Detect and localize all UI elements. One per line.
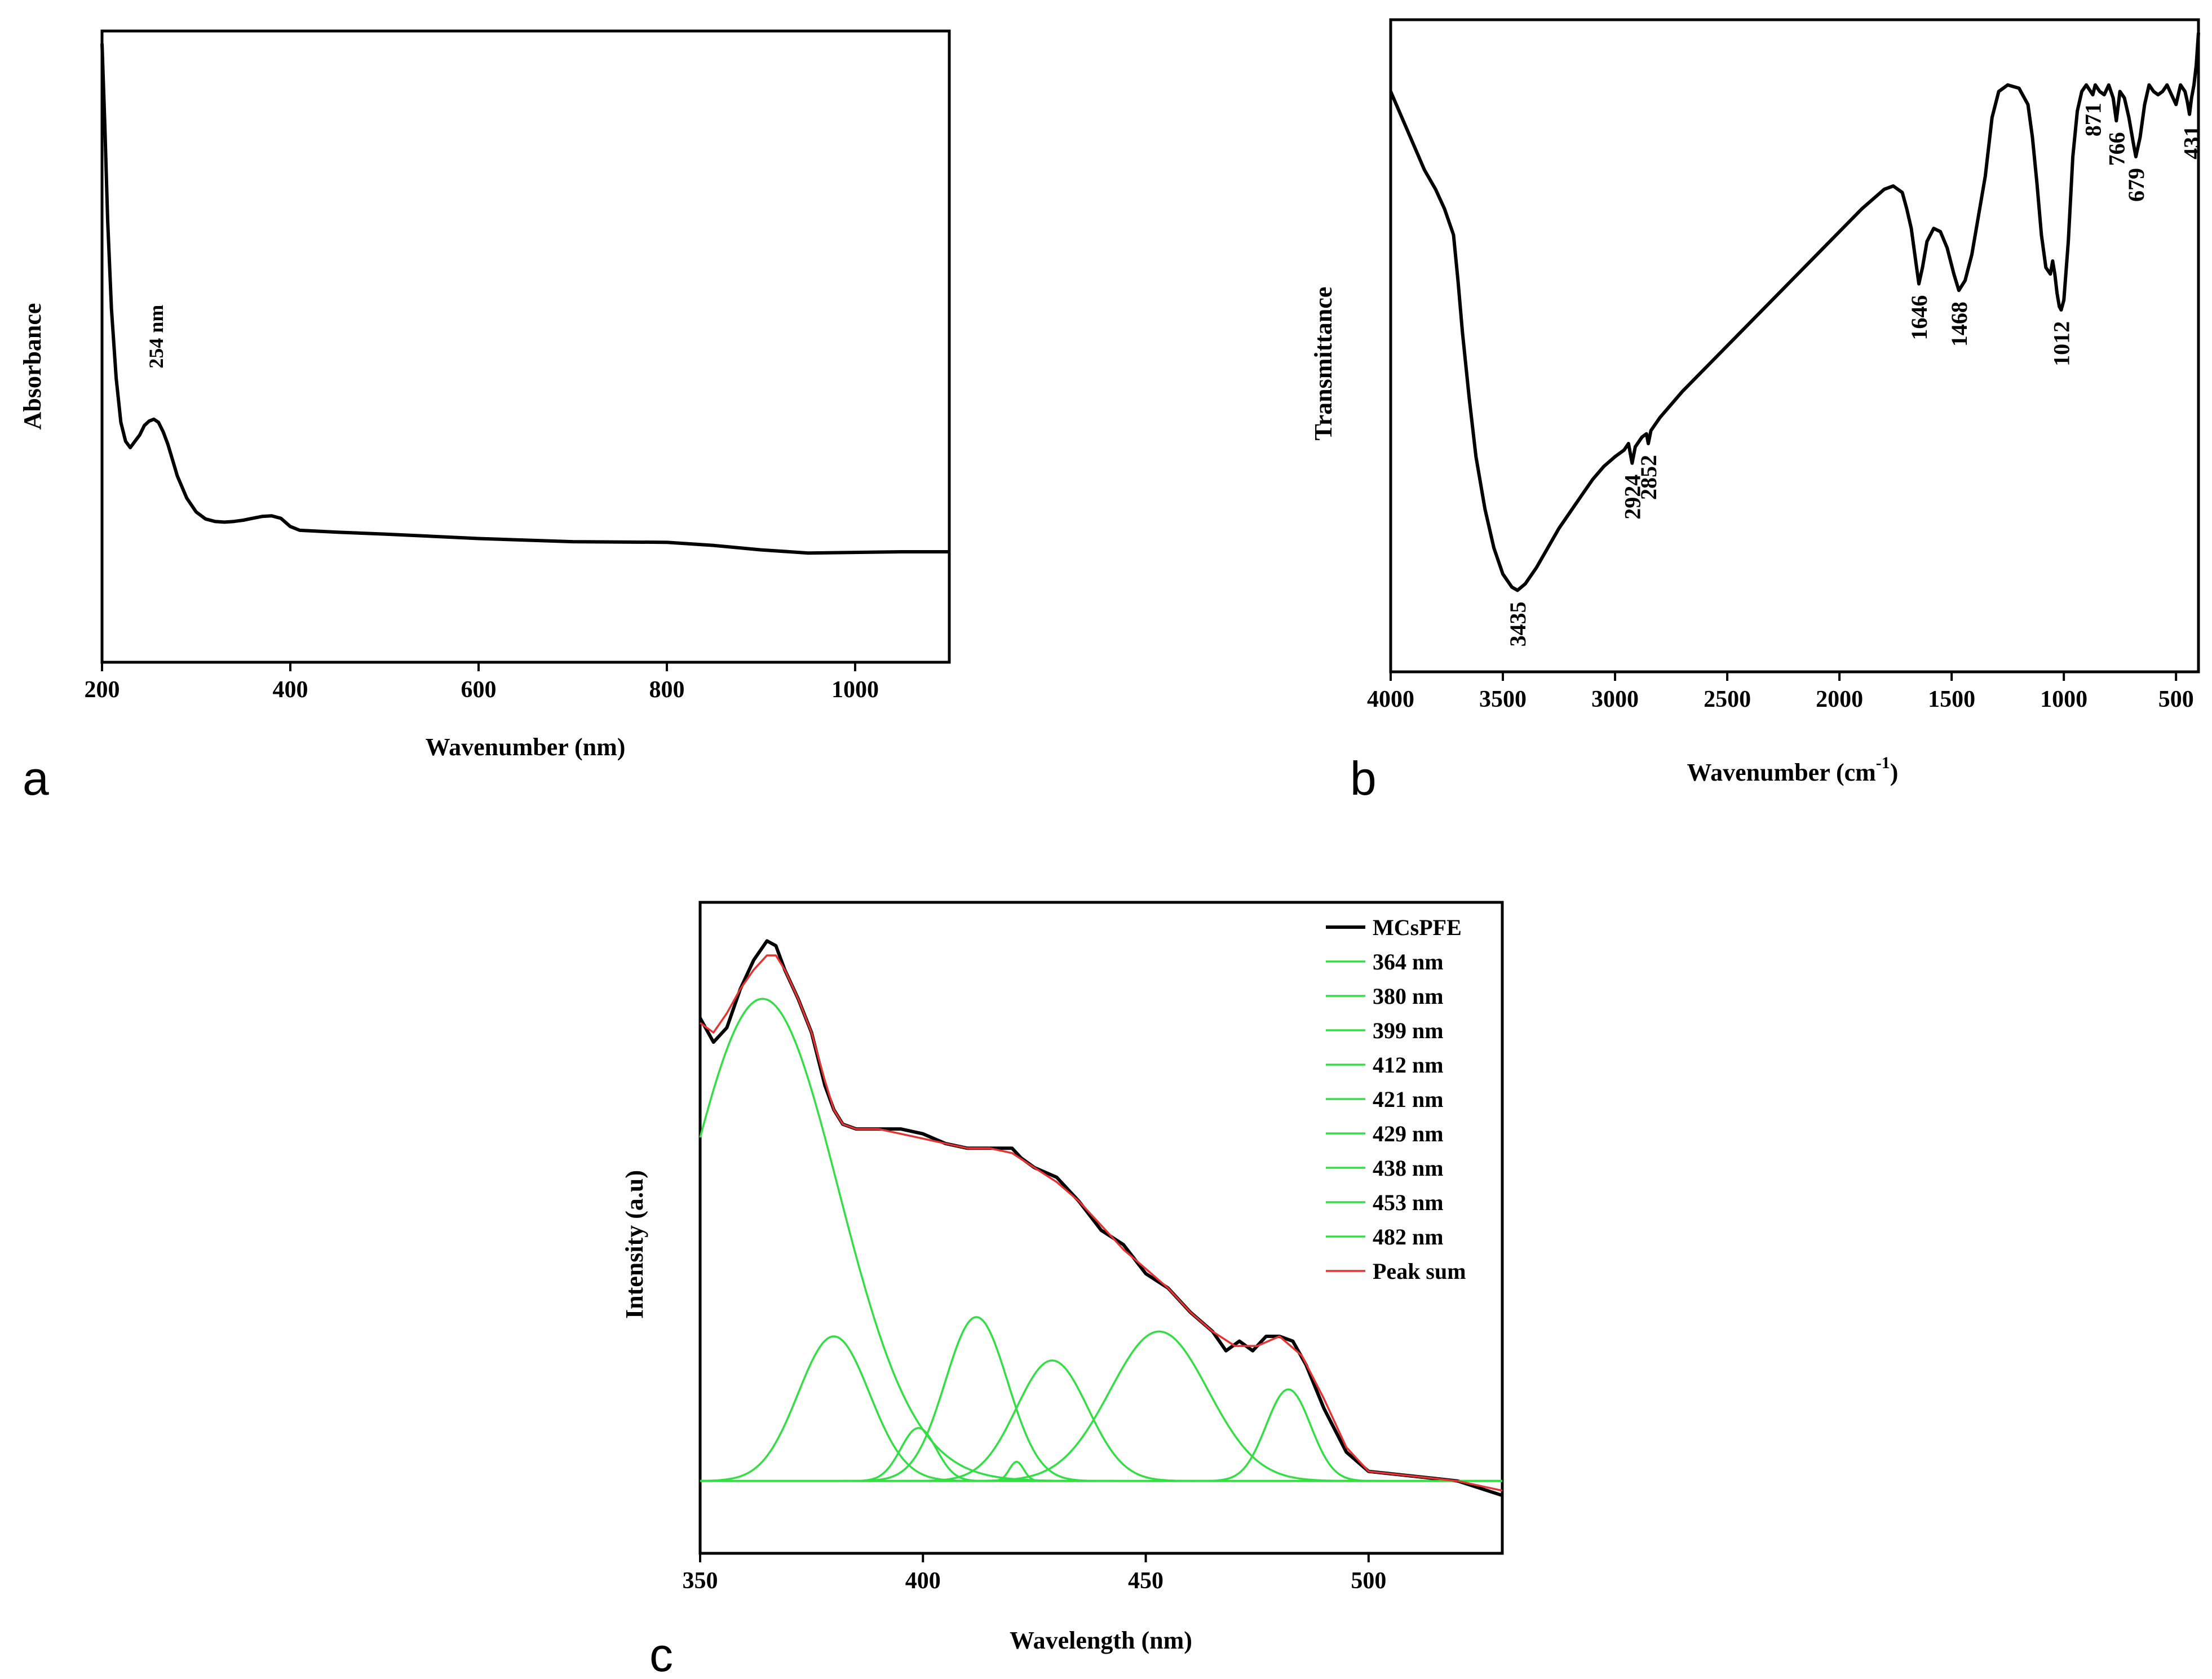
panel-c-x-axis-label: Wavelength (nm) — [1010, 1627, 1192, 1654]
panel-b-annotation-2852: 2852 — [1636, 455, 1661, 500]
panel-a-annotation: 254 nm — [145, 305, 167, 369]
legend-label-3: 399 nm — [1373, 1018, 1444, 1043]
panel-b-x-tick-label-1500: 1500 — [1928, 686, 1975, 712]
panel-a-x-tick-label-200: 200 — [85, 677, 120, 703]
panel-a-label: a — [23, 752, 49, 805]
panel-c-x-tick-label-450: 450 — [1128, 1568, 1163, 1594]
panel-b-x-axis-label-close: ) — [1890, 759, 1899, 786]
legend-label-8: 453 nm — [1373, 1190, 1444, 1215]
panel-b-annotation-2924: 2924 — [1620, 475, 1645, 520]
panel-c-series-380-nm — [700, 1335, 1502, 1482]
panel-b-x-tick-label-4000: 4000 — [1367, 686, 1414, 712]
panel-b-x-tick-label-3000: 3000 — [1591, 686, 1639, 712]
panel-c-y-axis-label: Intensity (a.u) — [621, 1170, 648, 1319]
panel-b-x-tick-label-2500: 2500 — [1704, 686, 1751, 712]
panel-b-x-tick-label-1000: 1000 — [2040, 686, 2087, 712]
panel-b-x-axis-label: Wavenumber (cm-1) — [1687, 754, 1899, 786]
panel-a-x-tick-label-1000: 1000 — [831, 677, 879, 703]
legend-label-0: MCsPFE — [1373, 915, 1462, 940]
panel-b-y-axis-label: Transmittance — [1309, 287, 1337, 441]
panel-b-transmittance-line — [1389, 32, 2200, 592]
panel-b-annotation-766: 766 — [2104, 132, 2129, 166]
panel-b-annotation-871: 871 — [2081, 103, 2106, 136]
panel-c-legend: MCsPFE 364 nm 380 nm 399 nm 412 nm 421 nm 429 … — [1326, 915, 1466, 1284]
panel-a-x-tick-label-400: 400 — [273, 677, 308, 703]
legend-label-10: Peak sum — [1373, 1259, 1466, 1284]
panel-c-series-453-nm — [700, 1330, 1502, 1482]
panel-a-absorbance-line — [100, 43, 949, 555]
panel-b-frame — [1389, 18, 2200, 674]
legend-label-9: 482 nm — [1373, 1224, 1444, 1250]
legend-label-5: 421 nm — [1373, 1087, 1444, 1112]
panel-b-annotation-1646: 1646 — [1906, 295, 1932, 340]
panel-b-annotation-3435: 3435 — [1505, 601, 1530, 646]
panel-c-x-tick-label-500: 500 — [1351, 1568, 1386, 1594]
panel-b-x-tick-label-2000: 2000 — [1816, 686, 1863, 712]
panel-a-x-tick-label-800: 800 — [649, 677, 685, 703]
panel-c-series-482-nm — [700, 1388, 1502, 1482]
panel-c-frame — [698, 901, 1504, 1555]
panel-b-x-tick-label-3500: 3500 — [1479, 686, 1527, 712]
panel-a-annotations: 254 nm — [145, 305, 167, 369]
panel-b-annotation-431: 431 — [2179, 126, 2205, 160]
panel-b-label: b — [1350, 752, 1377, 805]
legend-label-7: 438 nm — [1373, 1155, 1444, 1181]
panel-a-x-tick-label-600: 600 — [461, 677, 497, 703]
panel-b-x-tick-label-500: 500 — [2158, 686, 2194, 712]
panel-a-frame — [100, 29, 951, 664]
panel-a-y-axis-label: Absorbance — [19, 303, 46, 430]
panel-c-series-peak-sum — [699, 954, 1503, 1492]
panel-b-annotation-679: 679 — [2123, 168, 2149, 202]
panel-c-x-tick-label-400: 400 — [905, 1568, 941, 1594]
panel-c-series — [698, 939, 1503, 1498]
panel-b: 4000 3500 3000 2500 2000 1500 1000 500 3435 2924… — [1309, 18, 2205, 805]
legend-label-4: 412 nm — [1373, 1052, 1444, 1078]
panel-b-x-ticks: 4000 3500 3000 2500 2000 1500 1000 500 — [1367, 672, 2194, 712]
panel-c-x-tick-label-350: 350 — [683, 1568, 718, 1594]
panel-c-x-ticks: 350 400 450 500 — [683, 1553, 1386, 1594]
panel-a-x-axis-label: Wavenumber (nm) — [426, 733, 626, 761]
panel-b-x-axis-label-sup: -1 — [1876, 754, 1890, 772]
legend-label-2: 380 nm — [1373, 984, 1444, 1009]
panel-c: 350 400 450 500 MCsPFE 364 nm 380 nm 399 nm 412… — [621, 901, 1504, 1679]
panel-a: 200 400 600 800 1000 254 nm Wavenumber (nm) … — [19, 29, 951, 805]
legend-label-6: 429 nm — [1373, 1121, 1444, 1146]
panel-b-x-axis-label-main: Wavenumber (cm — [1687, 759, 1876, 786]
panel-a-x-ticks: 200 400 600 800 1000 — [85, 662, 879, 703]
panel-c-series-429-nm — [700, 1359, 1502, 1482]
panel-c-label: c — [649, 1628, 673, 1679]
panel-b-annotation-1468: 1468 — [1946, 302, 1972, 347]
legend-label-1: 364 nm — [1373, 949, 1444, 974]
panel-c-series-412-nm — [700, 1316, 1502, 1482]
panel-b-annotation-1012: 1012 — [2049, 321, 2074, 366]
